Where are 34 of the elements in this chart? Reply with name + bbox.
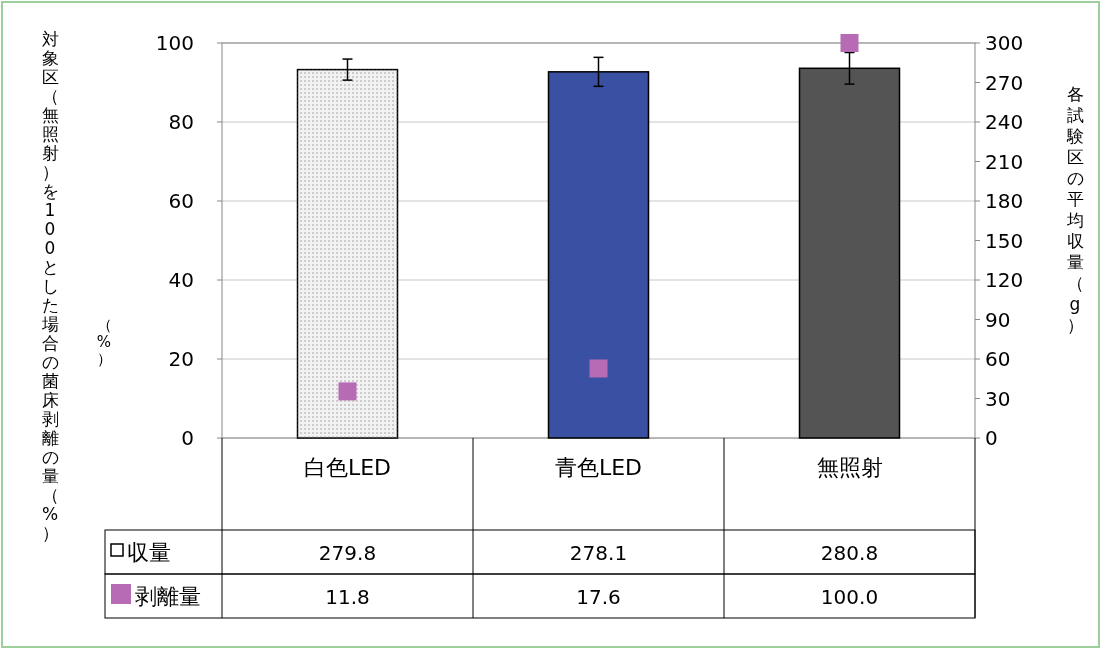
data-label: 11.8 — [325, 585, 370, 609]
data-label: 17.6 — [576, 585, 621, 609]
y2-tick-label: 0 — [985, 426, 998, 450]
x-tick-label: 無照射 — [816, 455, 883, 480]
data-label: 280.8 — [820, 541, 879, 565]
y2-tick-label: 270 — [985, 70, 1024, 95]
y2-tick-label: 240 — [985, 110, 1024, 134]
y2-tick-label: 150 — [985, 228, 1024, 253]
x-tick-label: 青色LED — [554, 455, 643, 480]
y2-tick-label: 90 — [985, 307, 1011, 332]
x-tick-label: 白色LED — [303, 455, 392, 480]
y2-tick-label: 60 — [985, 347, 1011, 371]
y-tick-label: 100 — [155, 31, 194, 55]
y-tick-label: 0 — [181, 426, 194, 450]
y-tick-label: 40 — [168, 268, 194, 292]
point — [840, 34, 859, 52]
y-tick-label: 60 — [168, 189, 194, 213]
y2-tick-label: 30 — [985, 386, 1011, 411]
text: 各試験区の平均収量（g） — [1066, 84, 1084, 335]
y2-tick-label: 120 — [985, 268, 1024, 292]
data-label: 279.8 — [318, 541, 377, 565]
data-label: 278.1 — [569, 541, 628, 565]
y-tick-label: 20 — [168, 347, 194, 371]
text: （%） — [96, 316, 112, 368]
legend-label: 収量 — [127, 540, 171, 565]
y2-tick-label: 210 — [985, 149, 1024, 174]
y2-tick-label: 300 — [985, 31, 1024, 55]
legend-label: 剥離量 — [135, 584, 201, 609]
data-label: 100.0 — [820, 585, 879, 609]
point — [589, 359, 608, 378]
y2-tick-label: 180 — [985, 189, 1024, 213]
text: 対象区（無照射）を100とした場合の菌床剥離の量（%） — [41, 29, 59, 543]
point — [338, 382, 357, 401]
y-tick-label: 80 — [168, 110, 194, 134]
